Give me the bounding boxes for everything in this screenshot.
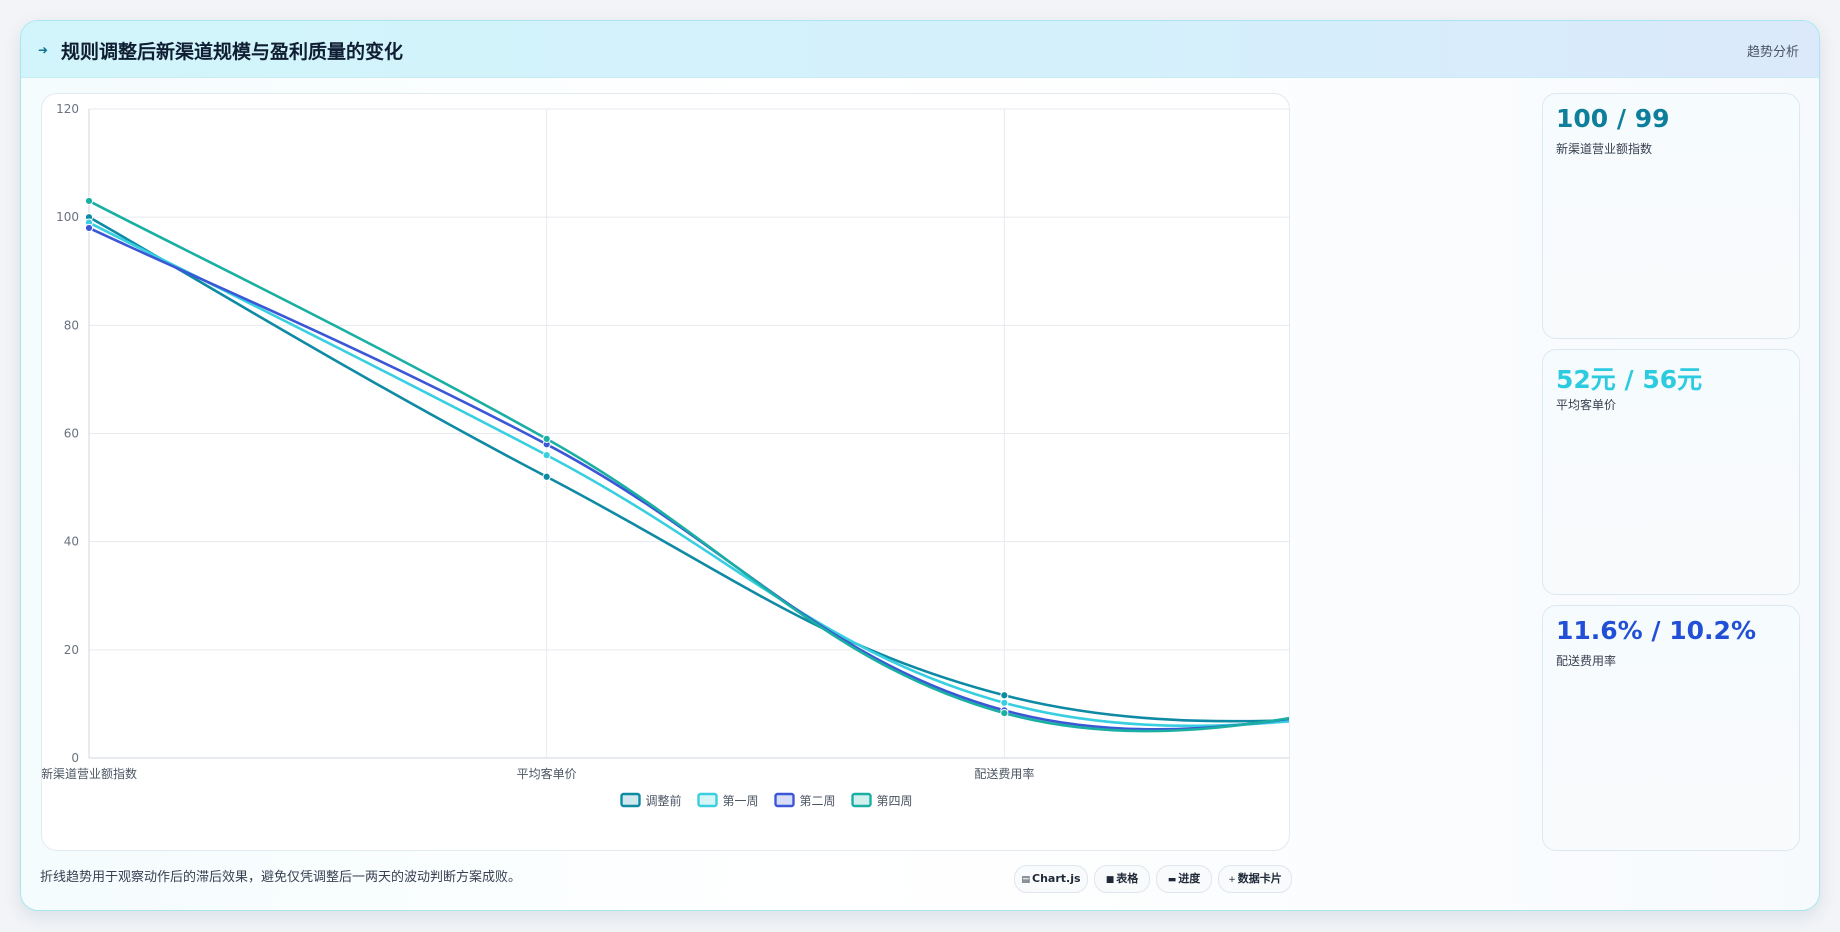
data-point	[542, 472, 551, 481]
legend-swatch	[774, 792, 795, 808]
series-line	[88, 226, 1289, 731]
y-tick-label: 120	[56, 102, 79, 116]
x-tick-label: 新渠道营业额指数	[42, 766, 137, 781]
data-point	[84, 196, 94, 206]
pill-progress[interactable]: ▬ 进度	[1156, 865, 1212, 893]
data-point	[1000, 709, 1009, 718]
legend-label: 第四周	[877, 794, 913, 808]
trend-card: ➜ 规则调整后新渠道规模与盈利质量的变化 趋势分析 0 20 40 60 80 100 12…	[20, 20, 1820, 911]
legend-swatch	[620, 792, 641, 808]
pill-label: Chart.js	[1032, 872, 1081, 885]
data-point	[542, 451, 551, 460]
legend-item: 调整前	[620, 792, 682, 808]
y-tick-label: 60	[64, 427, 79, 441]
stat-label: 平均客单价	[1556, 398, 1617, 412]
table-icon: ■	[1105, 875, 1115, 885]
stat-card-delivery-rate: 11.6% / 10.2% 配送费用率	[1542, 605, 1800, 851]
y-tick-label: 0	[71, 751, 79, 765]
y-tick-label: 40	[64, 535, 79, 549]
stat-card-revenue-index: 100 / 99 新渠道营业额指数	[1542, 93, 1800, 339]
chart-icon: ▤	[1021, 875, 1030, 885]
pill-label: 进度	[1178, 872, 1201, 885]
data-point	[84, 223, 94, 233]
pill-data-card[interactable]: + 数据卡片	[1218, 865, 1292, 893]
legend-label: 第一周	[723, 794, 759, 808]
pill-chartjs[interactable]: ▤ Chart.js	[1014, 865, 1088, 893]
stat-value: 11.6% / 10.2%	[1556, 616, 1756, 645]
series-line	[88, 221, 1289, 728]
page-title: 规则调整后新渠道规模与盈利质量的变化	[61, 41, 404, 63]
legend-label: 第二周	[800, 794, 836, 808]
legend-item: 第二周	[774, 792, 836, 808]
legend-swatch	[697, 792, 718, 808]
series-line	[88, 216, 1289, 723]
line-chart: 020406080100120新渠道营业额指数平均客单价配送费用率贡献毛利率调整…	[42, 102, 1289, 808]
data-point	[1000, 698, 1009, 707]
pin-icon: ➜	[38, 43, 49, 57]
chart-footnote: 折线趋势用于观察动作后的滞后效果，避免仅凭调整后一两天的波动判断方案成败。	[40, 870, 522, 885]
x-tick-label: 配送费用率	[974, 766, 1034, 781]
y-tick-label: 80	[64, 318, 79, 332]
legend-swatch	[851, 792, 872, 808]
y-tick-label: 20	[64, 643, 79, 657]
legend-item: 第一周	[697, 792, 759, 808]
chart-panel: 020406080100120新渠道营业额指数平均客单价配送费用率贡献毛利率调整…	[41, 93, 1290, 851]
stat-value: 100 / 99	[1556, 104, 1670, 133]
pill-label: 表格	[1116, 872, 1139, 885]
y-tick-label: 100	[56, 210, 79, 224]
legend-label: 调整前	[646, 793, 682, 808]
card-header: ➜ 规则调整后新渠道规模与盈利质量的变化 趋势分析	[21, 21, 1819, 78]
pill-table[interactable]: ■ 表格	[1094, 865, 1150, 893]
data-point	[542, 434, 551, 444]
stat-label: 配送费用率	[1556, 654, 1617, 668]
stat-card-avg-price: 52元 / 56元 平均客单价	[1542, 349, 1800, 595]
series-line	[88, 199, 1289, 733]
data-point	[1000, 691, 1009, 700]
trend-analysis-tag: 趋势分析	[1746, 45, 1799, 60]
pill-label: 数据卡片	[1237, 872, 1282, 885]
x-tick-label: 平均客单价	[517, 766, 577, 781]
stat-label: 新渠道营业额指数	[1556, 142, 1653, 156]
card-icon: +	[1228, 875, 1236, 885]
stat-value: 52元 / 56元	[1556, 365, 1703, 394]
legend-item: 第四周	[851, 792, 913, 808]
progress-icon: ▬	[1167, 875, 1177, 885]
